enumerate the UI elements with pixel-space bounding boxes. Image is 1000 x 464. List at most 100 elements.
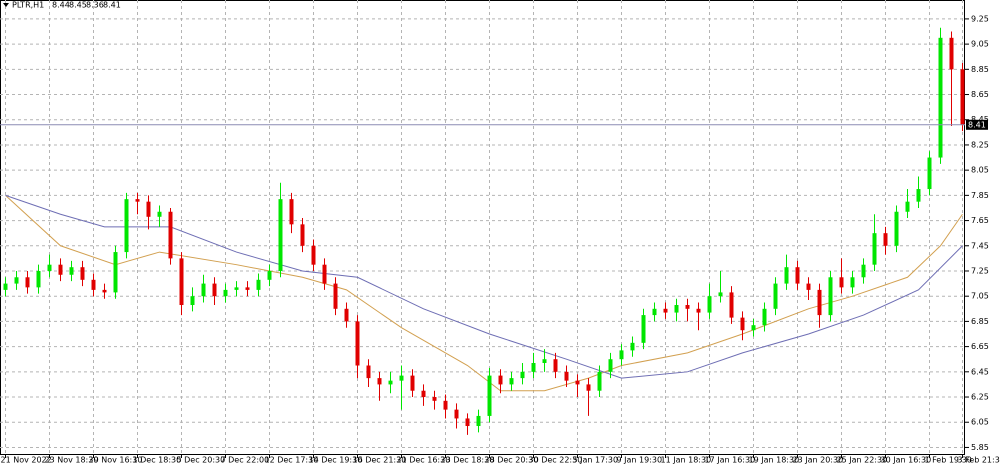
labels: 9.25 9.05 8.85 8.65 8.45 8.25 8.05 7.85 7.65 7.45… xyxy=(1,14,1000,464)
y-tick-label: 9.05 xyxy=(971,40,989,49)
y-tick-label: 7.65 xyxy=(971,216,989,225)
candle-body xyxy=(586,384,591,391)
y-tick-label: 7.85 xyxy=(971,191,989,200)
candle-body xyxy=(751,325,756,331)
candle-body xyxy=(784,267,789,284)
candle-body xyxy=(531,362,536,372)
y-tick-label: 5.85 xyxy=(971,443,989,452)
candle-body xyxy=(795,267,800,284)
candle-body xyxy=(355,321,360,366)
x-tick-label: 30 Jan 16:30 xyxy=(881,456,932,464)
candle-body xyxy=(102,289,107,293)
x-tick-label: 14 Dec 19:30 xyxy=(309,456,363,464)
y-tick-label: 8.65 xyxy=(971,90,989,99)
candle-body xyxy=(872,233,877,265)
candle-body xyxy=(333,283,338,309)
candle-body xyxy=(663,308,668,313)
candle-body xyxy=(652,308,657,316)
x-tick-label: 5 Dec 20:30 xyxy=(177,456,226,464)
candle-body xyxy=(256,279,261,290)
x-tick-label: 3 Feb 21:30 xyxy=(958,456,1000,464)
candle-body xyxy=(278,199,283,271)
candle-body xyxy=(883,233,888,246)
candle-body xyxy=(740,317,745,331)
candle-body xyxy=(267,270,272,280)
candle-body xyxy=(729,292,734,318)
candle-body xyxy=(91,279,96,290)
candle-body xyxy=(861,264,866,278)
y-tick-label: 8.25 xyxy=(971,140,989,149)
x-tick-label: 1 Feb 19:30 xyxy=(925,456,972,464)
candle-body xyxy=(685,305,690,309)
candle-body xyxy=(696,308,701,313)
candle-body xyxy=(443,400,448,410)
candle-body xyxy=(641,315,646,343)
x-tick-label: 9 Jan 19:30 xyxy=(617,456,663,464)
candle-body xyxy=(927,157,932,190)
candle-body xyxy=(575,380,580,385)
candle-body xyxy=(377,378,382,385)
x-tick-label: 1 Dec 18:30 xyxy=(133,456,182,464)
marks xyxy=(0,27,965,435)
x-tick-label: 7 Dec 22:00 xyxy=(221,456,270,464)
x-tick-label: 28 Dec 20:30 xyxy=(485,456,539,464)
candle-body xyxy=(25,277,30,288)
candle-body xyxy=(58,264,63,275)
header-icon xyxy=(3,3,9,7)
candle-body xyxy=(190,296,195,306)
candle-body xyxy=(388,380,393,385)
candle-body xyxy=(949,37,954,70)
y-tick-label: 6.05 xyxy=(971,418,989,427)
candle-body xyxy=(828,277,833,316)
candle-body xyxy=(773,283,778,309)
y-tick-label: 6.85 xyxy=(971,317,989,326)
candle-body xyxy=(69,267,74,275)
x-tick-label: 29 Nov 16:30 xyxy=(89,456,143,464)
candle-body xyxy=(542,359,547,363)
candle-body xyxy=(80,267,85,280)
candle-body xyxy=(718,292,723,297)
candle-body xyxy=(179,258,184,306)
candle-body xyxy=(432,397,437,401)
candle-body xyxy=(36,270,41,288)
x-tick-label: 12 Dec 17:30 xyxy=(265,456,319,464)
x-tick-label: 21 Nov 2022 xyxy=(1,456,52,464)
y-tick-label: 6.65 xyxy=(971,342,989,351)
candle-body xyxy=(762,308,767,326)
candle-body xyxy=(476,415,481,427)
candle-body xyxy=(597,371,602,391)
header-low: 8.36 xyxy=(86,1,104,10)
candle-body xyxy=(399,375,404,381)
candle-body xyxy=(344,308,349,322)
y-tick-label: 9.25 xyxy=(971,14,989,23)
candle-body xyxy=(201,283,206,297)
candle-body xyxy=(212,283,217,297)
candle-body xyxy=(421,390,426,398)
y-tick-label: 8.85 xyxy=(971,65,989,74)
candle-body xyxy=(168,211,173,259)
header-close: 8.41 xyxy=(103,1,121,10)
candle-body xyxy=(509,378,514,385)
candle-body xyxy=(806,283,811,290)
candle-body xyxy=(14,277,19,284)
candle-body xyxy=(894,211,899,246)
x-tick-label: 5 Jan 17:30 xyxy=(573,456,619,464)
candle-body xyxy=(619,350,624,360)
header-open: 8.44 xyxy=(52,1,70,10)
y-tick-label: 7.05 xyxy=(971,292,989,301)
candle-body xyxy=(113,252,118,293)
x-tick-label: 25 Jan 22:30 xyxy=(837,456,888,464)
x-tick-label: 17 Jan 16:30 xyxy=(705,456,756,464)
x-tick-label: 23 Dec 18:30 xyxy=(441,456,495,464)
candle-body xyxy=(289,199,294,225)
candle-body xyxy=(960,69,965,125)
candle-body xyxy=(300,224,305,246)
x-tick-label: 23 Nov 18:30 xyxy=(45,456,99,464)
x-tick-label: 23 Jan 20:30 xyxy=(793,456,844,464)
candle-body xyxy=(245,287,250,290)
x-tick-label: 11 Jan 18:30 xyxy=(661,456,712,464)
candle-body xyxy=(234,287,239,290)
candle-body xyxy=(498,375,503,385)
